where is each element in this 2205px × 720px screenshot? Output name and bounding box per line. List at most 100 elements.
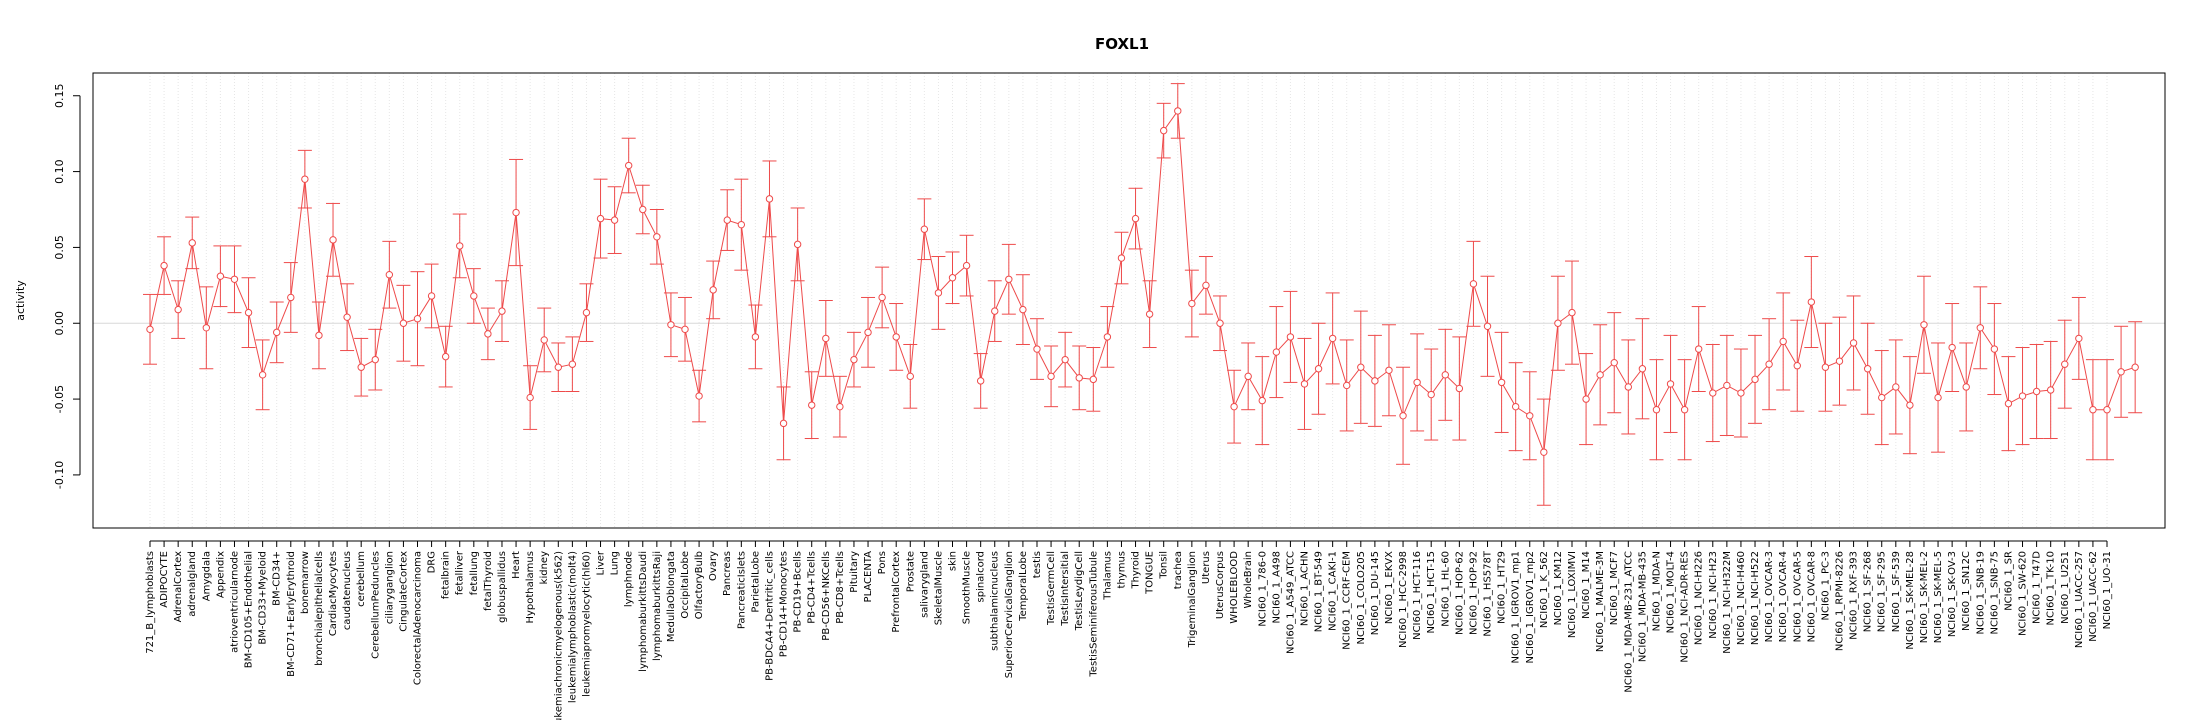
data-point	[892, 333, 900, 341]
data-point	[146, 325, 154, 334]
x-tick-label: NCI60_1_EKVX	[1384, 551, 1395, 624]
data-point	[1089, 375, 1098, 384]
x-tick-label: NCI60_1_BT-549	[1314, 551, 1325, 632]
x-tick-label: Thalamus	[1102, 551, 1113, 601]
data-point	[1680, 406, 1689, 414]
data-point	[1357, 363, 1365, 371]
x-tick-label: CingulateCortex	[398, 551, 409, 632]
x-tick-label: trachea	[1173, 551, 1184, 589]
x-tick-label: NCI60_1_SK-MEL-28	[1905, 551, 1916, 650]
data-point	[174, 305, 182, 314]
x-tick-label: fetalliver	[455, 550, 466, 595]
x-tick-label: TONGUE	[1145, 551, 1156, 595]
x-tick-label: BM-CD33+Myeloid	[258, 551, 269, 645]
data-point	[1962, 383, 1970, 391]
data-point	[681, 325, 689, 334]
y-axis: -0.10 -0.05 0.00 0.05 0.10 0.15	[53, 84, 81, 489]
x-tick-label: NCI60_1_HCT-116	[1412, 551, 1423, 640]
data-point	[1582, 395, 1590, 403]
data-point	[906, 372, 914, 381]
y-tick-label: 0.05	[53, 235, 66, 260]
x-tick-label: NCI60_1_MALME-3M	[1595, 551, 1606, 652]
x-tick-label: kidney	[539, 551, 550, 584]
x-tick-label: NCI60_1_NCI-H322M	[1722, 551, 1733, 654]
x-tick-label: NCI60_1_CCRF-CEM	[1342, 551, 1353, 650]
data-point	[1821, 363, 1830, 371]
x-tick-label: NCI60_1_TK-10	[2046, 551, 2057, 625]
x-tick-label: NCI60_1_SNB-75	[1989, 551, 2000, 635]
data-point	[1272, 348, 1281, 356]
data-point	[596, 214, 605, 223]
data-point	[1906, 401, 1914, 409]
x-tick-label: NCI60_1_UO-31	[2102, 551, 2113, 629]
x-tick-label: UterusCorpus	[1215, 551, 1226, 619]
x-tick-label: Pancreas	[722, 551, 733, 596]
x-tick-label: NCI60_1_HT29	[1497, 551, 1508, 624]
data-point	[1019, 305, 1027, 314]
data-point	[1371, 377, 1379, 385]
x-tick-label: Pons	[877, 551, 888, 574]
data-point	[1934, 393, 1942, 402]
y-axis-label: activity	[14, 280, 27, 321]
data-point	[2117, 368, 2125, 376]
x-tick-label: ColorectalAdenocarcinoma	[413, 551, 424, 685]
x-tick-label: subthalamicnucleus	[990, 551, 1001, 651]
y-tick-label: 0.10	[53, 159, 66, 184]
data-point	[1920, 321, 1928, 329]
data-point	[526, 393, 534, 402]
x-tick-label: caudatenucleus	[342, 551, 353, 630]
data-point	[1737, 389, 1745, 397]
x-tick-label: atrioventricularnode	[229, 551, 240, 653]
x-tick-label: PancreaticIslets	[736, 551, 747, 629]
x-tick-label: NCI60_1_NCI-H522	[1750, 551, 1761, 645]
data-point	[1596, 371, 1604, 379]
x-tick-label: NCI60_1_LOXIMVI	[1567, 551, 1578, 638]
data-point	[554, 363, 562, 371]
data-point	[1159, 126, 1168, 135]
data-point	[427, 292, 436, 300]
data-point	[991, 307, 999, 315]
data-point	[1244, 372, 1252, 381]
x-tick-label: ciliaryganglion	[384, 551, 395, 624]
data-point	[273, 328, 281, 337]
data-point	[1399, 412, 1407, 420]
data-point	[864, 328, 872, 337]
x-tick-label: NCI60_1_KM12	[1553, 551, 1564, 625]
x-tick-label: TestisLeydigCell	[1074, 551, 1085, 631]
data-point	[315, 331, 323, 340]
data-point	[2075, 334, 2083, 343]
data-point	[737, 220, 746, 229]
x-tick-label: globuspallidus	[497, 551, 508, 623]
y-tick-label: -0.05	[53, 385, 66, 413]
data-point	[2018, 392, 2027, 400]
x-tick-label: NCI60_1_UACC-257	[2074, 551, 2085, 648]
data-point	[1005, 275, 1013, 283]
data-point	[582, 308, 591, 317]
x-tick-label: NCI60_1_HCC-2998	[1398, 551, 1409, 648]
x-tick-label: lymphnode	[624, 551, 635, 607]
x-tick-label: OlfactoryBulb	[694, 551, 705, 619]
data-point	[287, 293, 295, 302]
data-point	[470, 292, 478, 300]
x-tick-label: NCI60_1_T47D	[2032, 551, 2043, 624]
x-tick-label: NCI60_1_OVCAR-8	[1806, 551, 1817, 642]
data-point	[343, 313, 351, 321]
data-point	[357, 363, 365, 371]
y-tick-label: 0.00	[53, 311, 66, 336]
x-tick-label: Hypothalamus	[525, 551, 536, 624]
x-tick-label: NCI60_1_CAKI-1	[1328, 551, 1339, 631]
data-point	[1793, 362, 1801, 370]
x-tick-label: Ovary	[708, 551, 719, 581]
data-point	[2103, 406, 2111, 414]
data-point	[1075, 374, 1083, 382]
data-point	[1779, 337, 1787, 346]
data-point	[1188, 299, 1196, 308]
x-tick-label: NCI60_1_OVCAR-4	[1778, 551, 1789, 642]
data-point	[1047, 372, 1055, 381]
data-point	[1033, 345, 1041, 353]
x-tick-label: NCI60_1_MOLT-4	[1666, 551, 1677, 633]
data-point	[1103, 333, 1112, 341]
data-point	[230, 275, 239, 283]
data-point	[1638, 365, 1647, 373]
data-point	[512, 208, 520, 217]
